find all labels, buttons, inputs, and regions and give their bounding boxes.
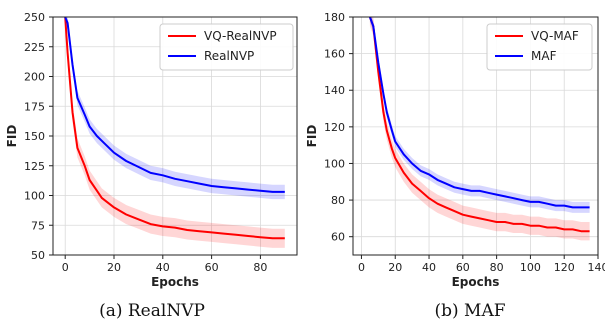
- x-tick-label: 20: [107, 261, 121, 274]
- x-tick-label: 100: [520, 261, 541, 274]
- y-tick-label: 50: [31, 249, 45, 262]
- x-tick-label: 120: [554, 261, 575, 274]
- chart-maf: 0 20 40 60 80 100 120 140 60 80 100 120 140 160 180 Epo…: [305, 11, 605, 321]
- legend-label-0: VQ-MAF: [531, 29, 579, 43]
- y-tick-label: 160: [324, 48, 345, 61]
- x-tick-label: 140: [588, 261, 605, 274]
- panel-caption: (a) RealNVP: [99, 301, 205, 321]
- y-tick-label: 100: [24, 190, 45, 203]
- y-tick-label: 75: [31, 219, 45, 232]
- legend: VQ-MAF MAF: [486, 23, 593, 71]
- plot-series: [368, 17, 590, 241]
- y-tick-label: 225: [24, 41, 45, 54]
- legend: VQ-RealNVP RealNVP: [159, 23, 294, 71]
- series-line-0: [368, 17, 590, 233]
- y-tick-label: 125: [24, 160, 45, 173]
- series-line-1: [64, 17, 285, 193]
- series-line-1: [368, 17, 590, 209]
- panel-caption: (b) MAF: [434, 301, 505, 321]
- x-tick-label: 40: [422, 261, 436, 274]
- y-tick-label: 120: [324, 121, 345, 134]
- x-tick-label: 40: [156, 261, 170, 274]
- y-tick-label: 80: [331, 194, 345, 207]
- y-tick-label: 60: [331, 231, 345, 244]
- y-tick-label: 250: [24, 11, 45, 24]
- y-axis-label: FID: [305, 125, 319, 148]
- x-tick-label: 20: [388, 261, 402, 274]
- x-tick-label: 0: [62, 261, 69, 274]
- plot-frame: [352, 16, 599, 256]
- x-axis-label: Epochs: [151, 275, 199, 289]
- series-line-0: [64, 17, 285, 240]
- y-tick-label: 100: [324, 157, 345, 170]
- chart-realnvp: 0 20 40 60 80 50 75 100 125 150 175 200 225 250 Epochs…: [5, 11, 298, 321]
- y-tick-label: 175: [24, 100, 45, 113]
- x-tick-label: 0: [358, 261, 365, 274]
- series-band-1: [65, 17, 285, 200]
- y-axis-label: FID: [5, 125, 19, 148]
- legend-label-1: MAF: [531, 49, 557, 63]
- legend-label-1: RealNVP: [204, 49, 254, 63]
- x-tick-label: 60: [205, 261, 219, 274]
- x-tick-label: 80: [253, 261, 267, 274]
- legend-label-0: VQ-RealNVP: [204, 29, 277, 43]
- x-axis-label: Epochs: [452, 275, 500, 289]
- y-tick-label: 150: [24, 130, 45, 143]
- x-tick-label: 80: [490, 261, 504, 274]
- plot-series: [64, 17, 285, 248]
- x-tick-label: 60: [456, 261, 470, 274]
- y-tick-label: 140: [324, 84, 345, 97]
- y-tick-label: 200: [24, 71, 45, 84]
- y-tick-label: 180: [324, 11, 345, 24]
